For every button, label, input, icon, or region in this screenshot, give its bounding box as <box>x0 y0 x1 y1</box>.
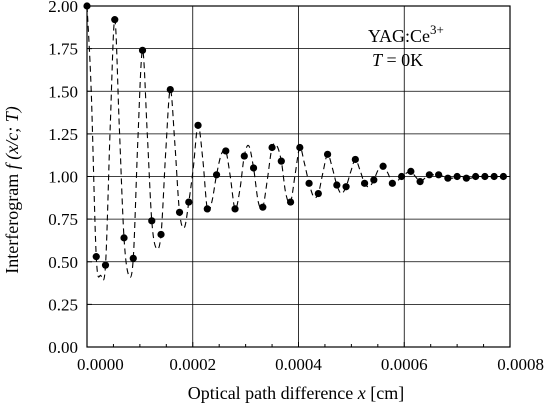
data-point <box>129 254 137 262</box>
data-point <box>286 198 295 206</box>
data-point <box>92 253 100 261</box>
y-tick-label: 0.75 <box>48 210 78 229</box>
data-point <box>333 181 341 189</box>
data-point <box>323 150 332 158</box>
y-tick-label: 1.50 <box>48 82 78 101</box>
data-point <box>444 174 452 182</box>
data-point <box>462 174 470 182</box>
data-point <box>490 172 498 181</box>
annotation-temperature: T = 0K <box>372 50 423 70</box>
data-point <box>157 230 165 239</box>
y-tick-label: 0.50 <box>48 253 78 272</box>
data-point <box>351 155 359 164</box>
data-point <box>194 121 202 129</box>
data-point <box>305 179 313 187</box>
data-point <box>268 143 276 152</box>
data-point <box>499 172 507 181</box>
data-point <box>148 217 156 225</box>
data-point <box>240 152 248 160</box>
data-point <box>203 205 211 213</box>
data-point <box>481 172 489 181</box>
data-point <box>435 171 443 179</box>
y-axis-label: Interferogram f (x/c; T) <box>2 106 23 273</box>
y-tick-label: 1.75 <box>48 40 78 59</box>
data-point <box>259 203 267 211</box>
data-point <box>416 178 424 186</box>
data-point <box>388 179 396 187</box>
y-tick-label: 0.00 <box>48 338 78 357</box>
data-point <box>101 261 110 269</box>
data-point <box>398 172 406 181</box>
x-axis-label-text: Optical path difference <box>188 383 354 403</box>
data-point <box>277 157 285 165</box>
annotation-temperature-value: = 0K <box>382 50 423 70</box>
data-point <box>249 164 258 172</box>
data-point <box>425 171 433 179</box>
data-point <box>185 198 193 206</box>
x-tick-label: 0.0004 <box>275 355 322 374</box>
y-axis-label-text: Interferogram <box>2 174 22 274</box>
data-point <box>342 183 350 191</box>
data-point <box>314 189 322 198</box>
axis-ticks: 0.0000 0.0002 0.0004 0.0006 0.0008 0.00 0.25 0.… <box>48 0 544 374</box>
data-point <box>120 234 128 242</box>
data-point <box>222 147 230 155</box>
annotation-material: YAG:Ce3+ <box>368 22 444 46</box>
x-tick-label: 0.0000 <box>77 355 124 374</box>
annotation-temperature-var: T <box>372 50 384 70</box>
data-point <box>175 208 184 216</box>
x-axis-label-var: x <box>357 383 366 403</box>
y-axis-label-func: f (x/c; T) <box>2 106 23 169</box>
data-point <box>370 176 378 184</box>
data-markers <box>83 2 507 269</box>
data-point <box>472 172 480 181</box>
annotation-material-sup: 3+ <box>430 22 444 37</box>
x-axis-label-unit: [cm] <box>370 383 404 403</box>
x-tick-label: 0.0008 <box>497 355 544 374</box>
data-point <box>407 167 415 175</box>
x-tick-label: 0.0006 <box>381 355 428 374</box>
y-tick-label: 1.00 <box>48 168 78 187</box>
data-point <box>231 205 239 213</box>
annotation-material-text: YAG:Ce <box>368 26 430 46</box>
x-tick-label: 0.0002 <box>169 355 216 374</box>
data-point <box>166 85 174 94</box>
data-point <box>379 162 387 170</box>
data-point <box>296 143 304 152</box>
data-point <box>138 46 147 54</box>
data-point <box>212 171 221 179</box>
x-axis-label: Optical path difference x [cm] <box>188 383 405 403</box>
data-point <box>360 179 369 187</box>
data-point <box>453 172 461 181</box>
y-tick-label: 0.25 <box>48 295 78 314</box>
data-point <box>111 16 119 24</box>
y-tick-label: 1.25 <box>48 125 78 144</box>
y-tick-label: 2.00 <box>48 0 78 16</box>
